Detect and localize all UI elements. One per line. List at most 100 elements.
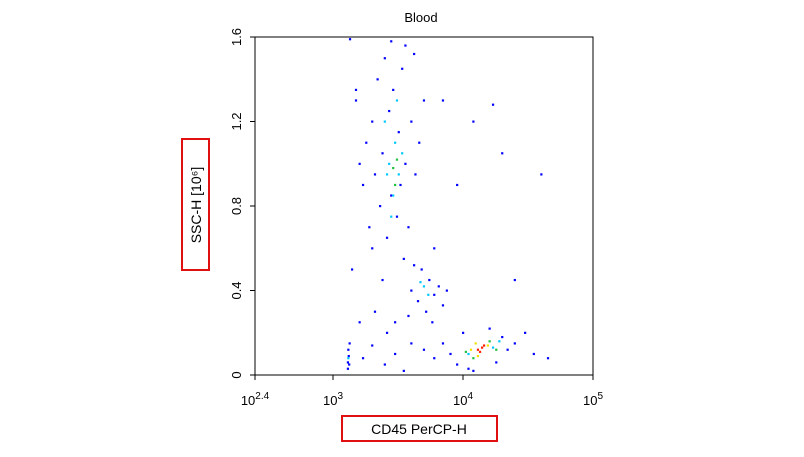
data-point <box>431 321 434 324</box>
data-point <box>478 350 482 353</box>
data-point <box>513 278 516 282</box>
x-tick-label: 105 <box>583 391 603 408</box>
data-point <box>401 152 404 155</box>
data-point <box>348 342 351 345</box>
data-point <box>381 278 384 282</box>
data-point <box>472 357 475 360</box>
data-point <box>425 310 428 313</box>
x-tick-label: 103 <box>323 391 343 408</box>
data-point <box>390 215 393 218</box>
data-point <box>394 352 397 356</box>
data-point <box>464 350 467 353</box>
x-tick-exponent: 2.4 <box>255 391 269 402</box>
data-point <box>390 194 393 197</box>
data-point <box>491 103 495 106</box>
data-point <box>427 293 430 296</box>
data-point <box>368 226 371 229</box>
data-point <box>390 40 393 43</box>
data-point <box>392 194 395 197</box>
data-point <box>501 152 504 155</box>
data-point <box>371 247 374 250</box>
data-point <box>422 348 426 351</box>
data-point <box>441 99 445 102</box>
data-point <box>482 344 486 347</box>
data-point <box>467 367 470 370</box>
data-point <box>381 152 384 155</box>
data-point <box>413 52 416 56</box>
data-point <box>488 327 491 330</box>
data-point <box>546 357 550 360</box>
data-point <box>395 215 399 218</box>
data-point <box>495 348 498 351</box>
data-point <box>371 344 374 347</box>
data-point <box>498 340 501 343</box>
data-point <box>404 162 407 165</box>
data-point <box>348 38 352 41</box>
data-point <box>422 99 426 102</box>
data-point <box>402 257 405 261</box>
data-point <box>373 310 377 313</box>
data-point <box>399 183 402 187</box>
y-tick-label: 0.8 <box>229 197 244 215</box>
data-point <box>383 120 386 123</box>
data-point <box>402 369 405 372</box>
data-point <box>420 268 423 271</box>
data-point <box>350 268 354 271</box>
data-point <box>394 141 397 144</box>
x-tick-exponent: 5 <box>597 391 603 402</box>
data-point <box>513 342 516 345</box>
data-point <box>410 289 413 292</box>
data-point <box>414 173 417 176</box>
y-tick-label: 0.4 <box>229 281 244 299</box>
data-point <box>385 173 389 176</box>
chart-title: Blood <box>404 10 437 25</box>
data-point <box>433 357 436 360</box>
data-point <box>416 300 420 303</box>
data-point <box>376 78 379 81</box>
data-point <box>401 67 404 70</box>
x-tick-label: 104 <box>453 391 473 408</box>
data-point <box>472 120 475 123</box>
data-point <box>383 57 386 60</box>
data-point <box>422 285 426 288</box>
data-point <box>410 342 413 345</box>
data-point <box>397 173 400 176</box>
data-point <box>388 162 391 165</box>
data-point <box>358 162 361 165</box>
data-point <box>388 109 391 113</box>
highlight-box <box>181 138 210 271</box>
plot-frame <box>254 36 594 376</box>
data-point <box>354 99 358 102</box>
data-point <box>395 99 399 102</box>
data-point <box>476 354 480 358</box>
data-point <box>358 321 361 324</box>
data-point <box>385 236 389 239</box>
data-point <box>348 363 351 366</box>
data-point <box>524 331 527 334</box>
data-point <box>467 352 470 356</box>
highlight-box <box>341 415 498 442</box>
data-point <box>347 348 350 351</box>
data-point <box>407 226 410 229</box>
x-tick-label: 102.4 <box>241 391 270 408</box>
data-point <box>354 88 358 92</box>
data-point <box>418 141 421 144</box>
data-point <box>486 344 489 347</box>
data-point <box>456 363 459 366</box>
data-point <box>472 369 475 372</box>
data-point <box>437 285 440 288</box>
data-point <box>532 352 535 356</box>
data-point <box>433 247 436 250</box>
data-point <box>361 357 365 360</box>
data-point <box>410 120 413 123</box>
x-tick-base: 10 <box>241 393 255 408</box>
data-point <box>404 44 407 47</box>
data-point <box>441 304 445 307</box>
data-point <box>373 173 377 176</box>
data-point <box>394 321 397 324</box>
data-point <box>461 331 465 334</box>
data-point <box>501 335 504 339</box>
data-point <box>383 363 386 366</box>
data-point <box>394 183 397 187</box>
